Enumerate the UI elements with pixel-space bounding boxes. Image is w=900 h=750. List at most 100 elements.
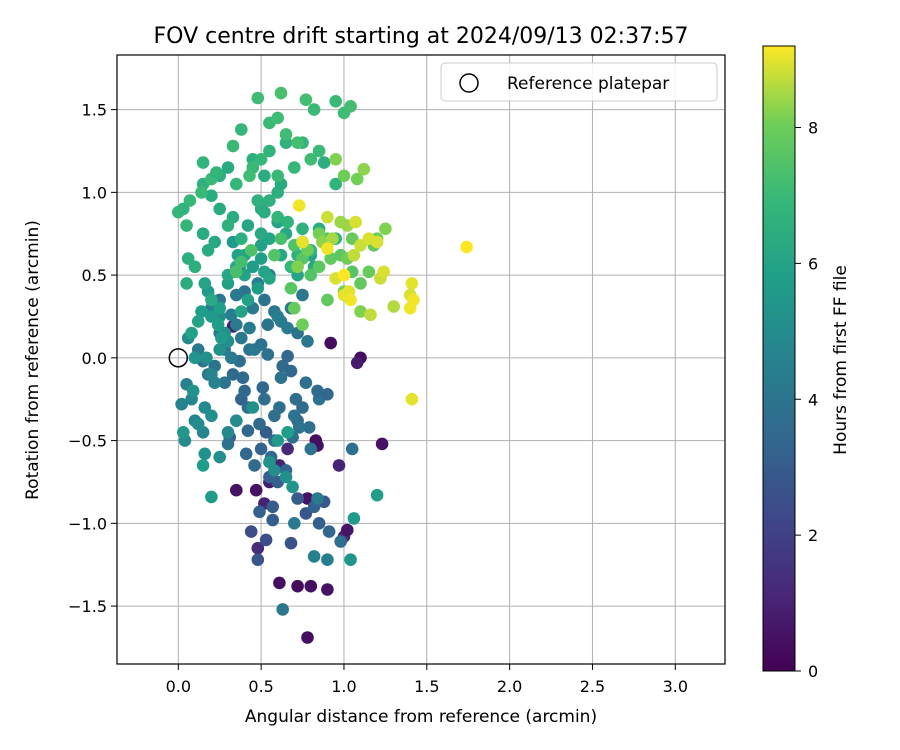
data-point bbox=[291, 492, 304, 505]
colorbar-tick-label: 4 bbox=[808, 390, 818, 409]
data-point bbox=[225, 308, 238, 322]
data-point bbox=[263, 455, 276, 469]
data-point bbox=[221, 219, 235, 232]
data-point bbox=[266, 500, 280, 514]
data-point bbox=[263, 144, 276, 158]
data-point bbox=[321, 388, 334, 401]
data-point bbox=[321, 293, 334, 307]
data-point bbox=[304, 442, 318, 456]
data-point bbox=[362, 265, 376, 279]
data-point bbox=[276, 603, 290, 616]
legend: Reference platepar bbox=[440, 62, 718, 102]
data-point bbox=[230, 318, 243, 332]
y-tick-label: 0.0 bbox=[82, 349, 107, 368]
x-tick-label: 2.5 bbox=[580, 677, 605, 696]
colorbar-tick-label: 6 bbox=[808, 254, 818, 273]
data-point bbox=[268, 248, 281, 262]
colorbar-tick-label: 2 bbox=[808, 526, 818, 545]
colorbar-gradient bbox=[763, 46, 795, 671]
data-point bbox=[334, 535, 348, 548]
data-point bbox=[251, 91, 265, 105]
x-tick-label: 1.0 bbox=[331, 677, 356, 696]
data-point bbox=[301, 631, 314, 644]
data-point bbox=[213, 343, 226, 356]
data-point bbox=[183, 194, 197, 207]
y-tick-label: 0.5 bbox=[82, 266, 107, 285]
data-point bbox=[301, 335, 314, 348]
data-point bbox=[304, 153, 318, 166]
data-point bbox=[304, 579, 318, 593]
grid bbox=[117, 55, 725, 664]
data-point bbox=[299, 93, 313, 106]
data-point bbox=[258, 205, 271, 219]
x-tick-label: 3.0 bbox=[663, 677, 688, 696]
data-point bbox=[296, 222, 309, 236]
data-point bbox=[211, 318, 225, 332]
data-point bbox=[180, 219, 193, 232]
data-point bbox=[195, 305, 208, 318]
data-point bbox=[251, 194, 265, 207]
data-point bbox=[266, 513, 280, 527]
colorbar-ticks: 0 2 4 6 8 bbox=[795, 119, 818, 681]
data-point bbox=[321, 242, 334, 255]
data-point bbox=[302, 421, 316, 434]
y-axis-ticks: −1.5 −1.0 −0.5 0.0 0.5 1.0 1.5 bbox=[68, 101, 117, 616]
data-point bbox=[375, 437, 389, 451]
data-point bbox=[344, 293, 357, 307]
data-point bbox=[221, 426, 235, 439]
data-point bbox=[321, 210, 334, 224]
data-point bbox=[345, 442, 359, 456]
data-point bbox=[221, 161, 235, 174]
data-point bbox=[288, 161, 301, 174]
data-point bbox=[246, 401, 260, 414]
data-point bbox=[238, 384, 251, 398]
colorbar-tick-label: 0 bbox=[808, 662, 818, 681]
data-point bbox=[235, 123, 248, 136]
y-tick-label: −1.0 bbox=[68, 514, 107, 533]
data-point bbox=[254, 227, 268, 240]
data-point bbox=[236, 371, 250, 385]
data-point bbox=[230, 177, 243, 191]
data-point bbox=[263, 272, 276, 285]
data-point bbox=[246, 260, 260, 274]
data-point bbox=[281, 442, 294, 456]
data-point bbox=[288, 517, 301, 530]
data-point bbox=[191, 315, 205, 328]
data-point bbox=[198, 277, 212, 290]
data-point bbox=[322, 525, 336, 538]
data-point bbox=[307, 103, 321, 116]
data-point bbox=[205, 189, 218, 202]
data-point bbox=[354, 305, 367, 318]
data-point bbox=[230, 483, 243, 497]
data-point bbox=[263, 194, 276, 207]
data-point bbox=[205, 490, 218, 504]
data-point bbox=[288, 409, 301, 423]
data-point bbox=[460, 240, 473, 254]
data-point bbox=[284, 364, 298, 378]
data-point bbox=[291, 579, 304, 593]
data-point bbox=[292, 421, 306, 434]
data-point bbox=[210, 166, 223, 179]
data-point bbox=[284, 282, 298, 295]
data-point bbox=[271, 111, 285, 125]
data-point bbox=[281, 349, 294, 363]
data-point bbox=[387, 300, 401, 313]
data-point bbox=[307, 550, 321, 563]
data-point bbox=[311, 492, 324, 505]
y-tick-label: −1.5 bbox=[68, 597, 107, 616]
data-point bbox=[205, 293, 218, 307]
x-tick-label: 1.5 bbox=[414, 677, 439, 696]
data-point bbox=[281, 426, 294, 439]
data-point bbox=[311, 384, 324, 398]
data-point bbox=[292, 199, 306, 212]
data-point bbox=[261, 318, 275, 332]
data-point bbox=[350, 172, 364, 186]
data-point bbox=[241, 293, 255, 307]
data-point bbox=[312, 144, 326, 158]
data-point bbox=[180, 277, 193, 290]
colorbar-frame bbox=[762, 45, 796, 672]
data-point bbox=[329, 95, 343, 108]
data-point bbox=[254, 153, 268, 166]
data-point bbox=[271, 310, 285, 323]
data-point bbox=[235, 305, 248, 318]
